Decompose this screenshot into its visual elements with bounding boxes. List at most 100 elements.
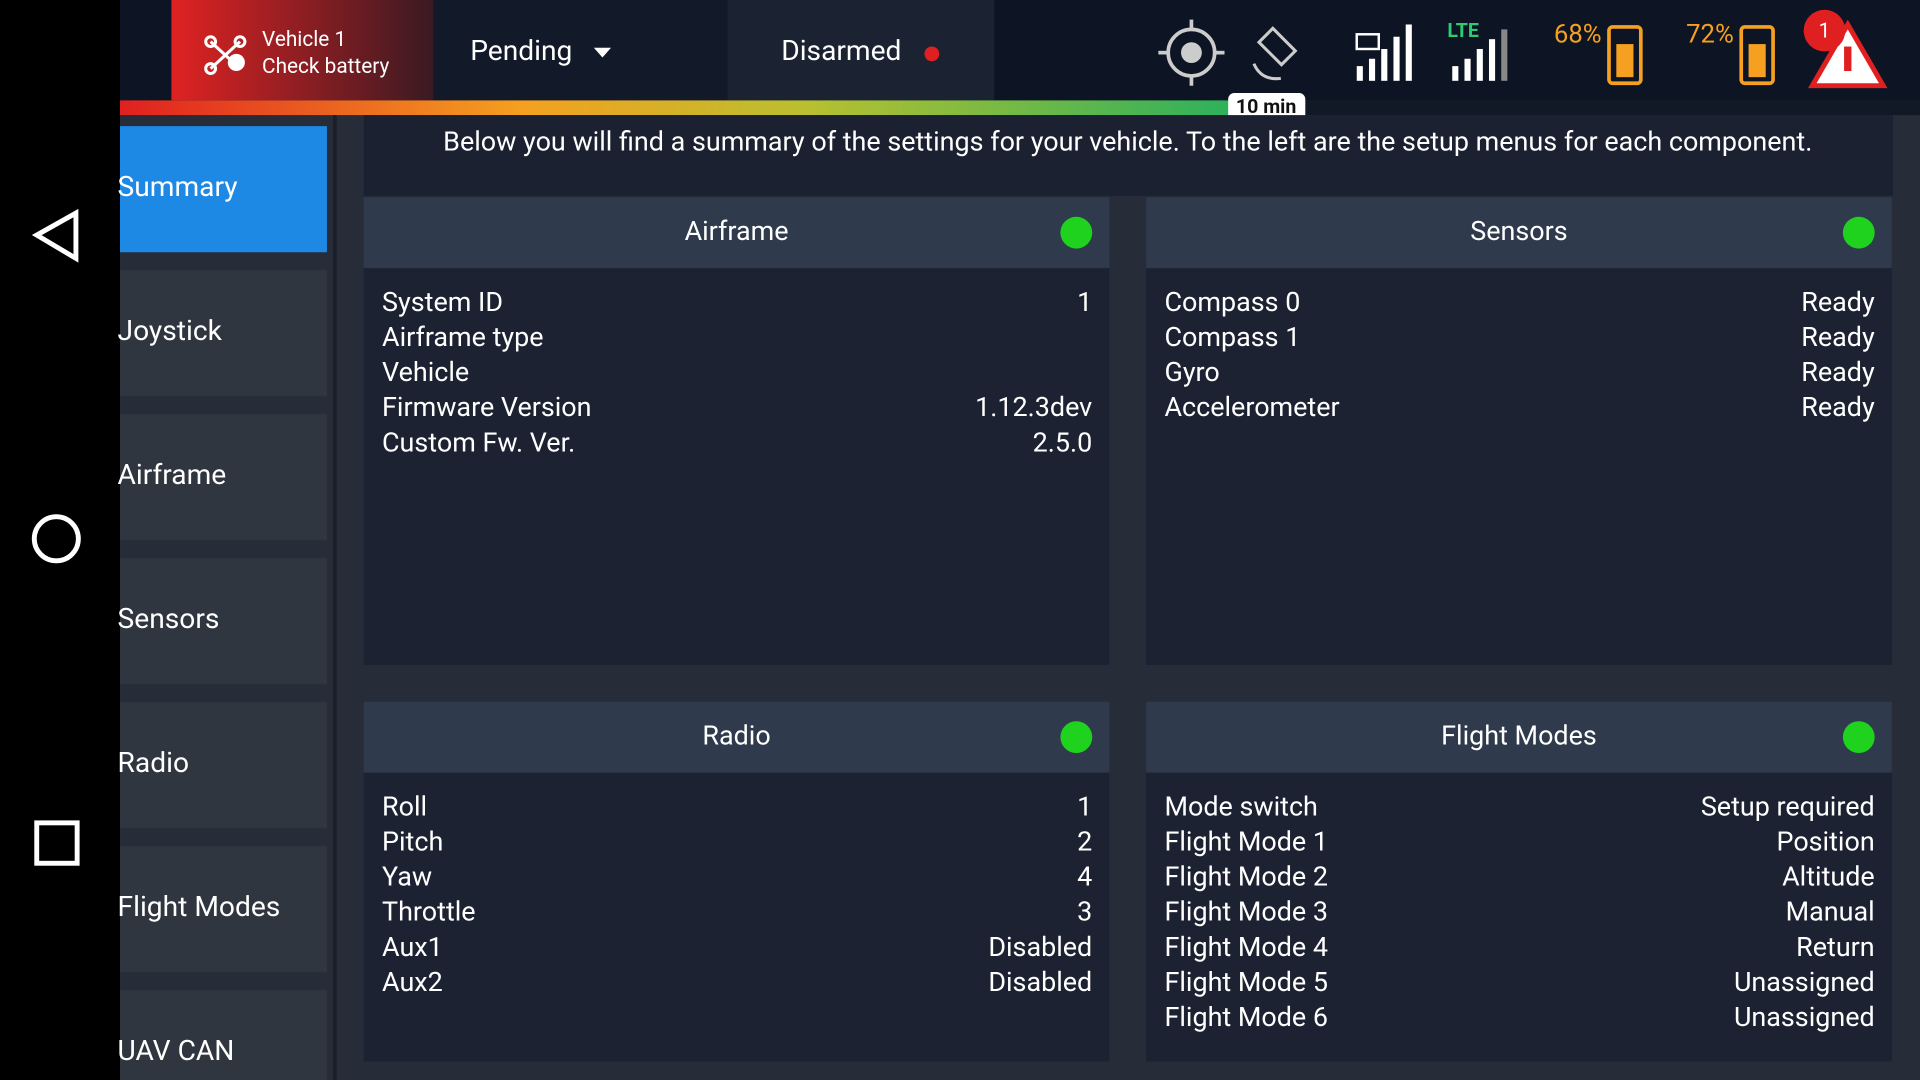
panel — [363, 197, 1110, 665]
alert-mark — [1844, 46, 1852, 72]
timer-pill — [1228, 93, 1306, 122]
row-label: Compass 1 — [1164, 321, 1300, 353]
row-value: Unassigned — [1734, 966, 1875, 998]
arm-state[interactable]: Disarmed — [781, 34, 901, 67]
panel-title: Flight Modes — [1441, 719, 1597, 751]
panel-title: Sensors — [1470, 215, 1567, 247]
timer: 10 min — [1236, 95, 1296, 118]
panel-header[interactable] — [363, 701, 1110, 773]
row-label: Flight Mode 2 — [1164, 861, 1328, 893]
home-button[interactable] — [31, 514, 81, 564]
nav-label[interactable]: Joystick — [118, 314, 223, 347]
remote-battery: 72% — [1686, 19, 1734, 49]
gps-icon[interactable] — [1158, 19, 1225, 86]
row-value: Altitude — [1782, 861, 1875, 893]
row-label: Accelerometer — [1164, 391, 1339, 423]
row-label: Airframe type — [382, 321, 544, 353]
lte-signal-icon[interactable] — [1452, 29, 1508, 81]
battery-icon — [1607, 25, 1643, 86]
row-value: Ready — [1801, 321, 1875, 353]
nav-label[interactable]: Airframe — [118, 458, 227, 491]
row-value: Setup required — [1701, 790, 1875, 822]
row-label: Vehicle — [382, 356, 469, 388]
row-label: Roll — [382, 790, 427, 822]
arm-indicator — [924, 46, 940, 62]
row-label: Yaw — [382, 861, 432, 893]
row-label: Pitch — [382, 825, 443, 857]
network-type: LTE — [1447, 19, 1479, 42]
row-value: Unassigned — [1734, 1001, 1875, 1033]
vehicle-section[interactable] — [171, 0, 434, 101]
panel-header[interactable] — [1146, 701, 1892, 773]
row-label: Flight Mode 3 — [1164, 896, 1328, 928]
row-label: Flight Mode 6 — [1164, 1001, 1328, 1033]
panel-title: Airframe — [685, 215, 789, 247]
divider — [333, 115, 337, 1080]
alert-count: 1 — [1819, 19, 1831, 43]
status-dot — [1060, 721, 1093, 754]
row-value: Disabled — [988, 931, 1092, 963]
mode-section[interactable] — [433, 0, 728, 101]
nav-label[interactable]: Flight Modes — [118, 890, 281, 923]
row-value: Return — [1796, 931, 1875, 963]
nav-label[interactable]: Summary — [118, 170, 238, 203]
nav-item[interactable] — [120, 702, 327, 829]
vehicle-name: Vehicle 1 — [262, 28, 346, 52]
panel-header[interactable] — [1146, 197, 1892, 269]
row-label: System ID — [382, 286, 503, 318]
row-value: 2 — [1077, 825, 1092, 857]
row-value: Ready — [1801, 391, 1875, 423]
row-label: Custom Fw. Ver. — [382, 426, 575, 458]
row-value: Manual — [1786, 896, 1875, 928]
battery-icon — [1739, 25, 1775, 86]
row-value: 3 — [1077, 896, 1092, 928]
nav-label[interactable]: UAV CAN — [118, 1034, 235, 1067]
status-dot — [1060, 216, 1093, 249]
row-value: Ready — [1801, 356, 1875, 388]
nav-label[interactable]: Sensors — [118, 602, 220, 635]
dropdown-arrow — [593, 47, 612, 58]
flight-mode[interactable]: Pending — [470, 34, 572, 67]
row-label: Aux2 — [382, 966, 443, 998]
battery-level — [1616, 44, 1634, 78]
arm-section[interactable] — [727, 0, 995, 101]
row-label: Aux1 — [382, 931, 443, 963]
row-label: Firmware Version — [382, 391, 592, 423]
nav-item[interactable] — [120, 558, 327, 685]
row-value: Position — [1777, 825, 1875, 857]
vehicle-status: Check battery — [262, 55, 389, 79]
row-label: Flight Mode 1 — [1164, 825, 1328, 857]
nav-item[interactable] — [120, 126, 327, 253]
panel — [1146, 197, 1892, 665]
row-label: Gyro — [1164, 356, 1219, 388]
back-button[interactable] — [31, 208, 79, 263]
nav-item[interactable] — [120, 990, 327, 1080]
intro-text: Below you will find a summary of the set… — [443, 125, 1812, 157]
nav-item[interactable] — [120, 846, 327, 973]
row-label: Compass 0 — [1164, 286, 1300, 318]
panel-title: Radio — [702, 719, 770, 751]
row-value: 1 — [1077, 286, 1092, 318]
status-dot — [1842, 216, 1875, 249]
status-dot — [1842, 721, 1875, 754]
row-value: 1 — [1077, 790, 1092, 822]
intro-box — [363, 115, 1894, 196]
panel-header[interactable] — [363, 197, 1110, 269]
row-value: 2.5.0 — [1033, 426, 1093, 458]
nav-item[interactable] — [120, 270, 327, 397]
row-label: Flight Mode 4 — [1164, 931, 1328, 963]
recents-button[interactable] — [34, 820, 80, 866]
nav-item[interactable] — [120, 414, 327, 541]
vehicle-battery: 68% — [1554, 19, 1602, 49]
row-value: Ready — [1801, 286, 1875, 318]
row-value: 1.12.3dev — [975, 391, 1092, 423]
nav-label[interactable]: Radio — [118, 746, 189, 779]
progress-bar — [120, 100, 1268, 116]
satellite-icon[interactable] — [1252, 26, 1298, 81]
rc-signal-icon[interactable] — [1355, 24, 1412, 81]
row-label: Throttle — [382, 896, 476, 928]
system-nav — [0, 0, 120, 1080]
row-value: 4 — [1077, 861, 1092, 893]
